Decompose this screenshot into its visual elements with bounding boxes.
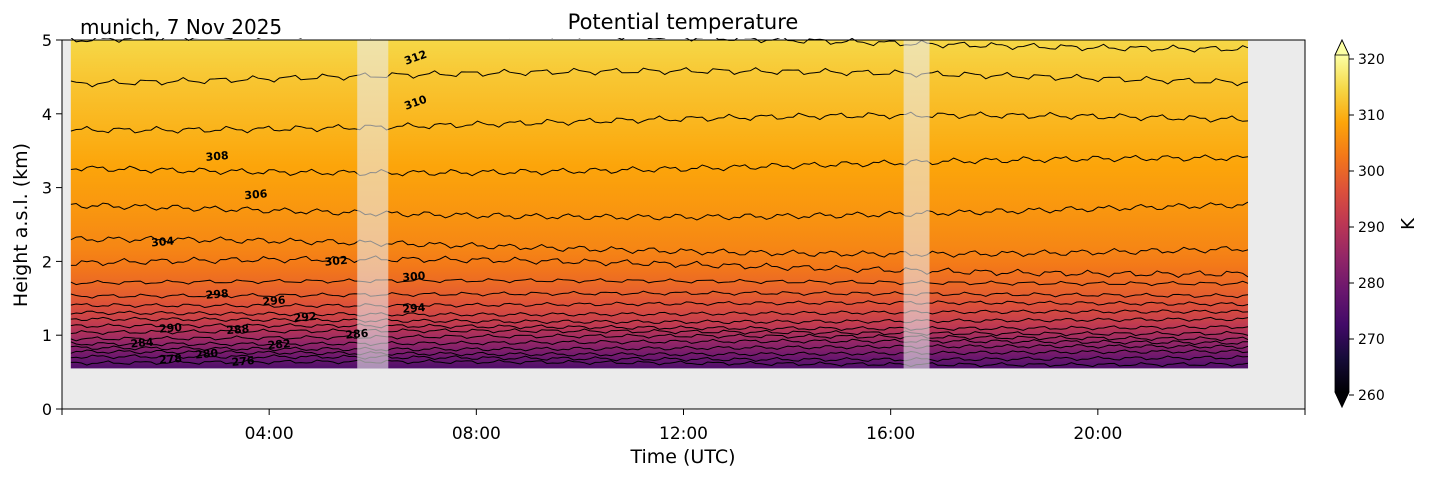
y-tick-label: 5 <box>42 31 52 50</box>
contour-label: 282 <box>267 337 291 352</box>
contour-labels: 276 278 280 282 284 286 288 290 292 294 296 298 300 3… <box>130 48 429 369</box>
contour-line <box>70 309 1249 317</box>
contour-line <box>70 328 1249 337</box>
contour-line <box>70 201 1249 221</box>
colorbar-extend-max <box>1334 39 1350 56</box>
data-gap-band <box>357 40 389 369</box>
contour-line <box>70 359 1249 368</box>
contour-line <box>70 323 1249 332</box>
chart-title: Potential temperature <box>568 10 799 34</box>
contour-label: 302 <box>324 254 348 269</box>
x-tick-label: 20:00 <box>1073 424 1122 444</box>
colorbar-tick-label: 270 <box>1358 332 1385 348</box>
y-axis-ticks: 0 1 2 3 4 5 <box>42 31 62 419</box>
colorbar-label: K <box>1398 217 1419 230</box>
y-tick-label: 1 <box>42 326 52 345</box>
contour-line <box>70 255 1249 278</box>
colorbar-tick-label: 260 <box>1358 388 1385 404</box>
potential-temperature-field <box>70 40 1249 369</box>
y-tick-label: 0 <box>42 400 52 419</box>
colorbar-extend-min <box>1334 391 1350 408</box>
contour-line <box>70 343 1249 352</box>
data-gap-band <box>903 40 930 369</box>
contour-label: 306 <box>244 187 268 202</box>
colorbar-tick-label: 300 <box>1358 164 1385 180</box>
contour-label: 308 <box>205 149 229 164</box>
contour-label: 304 <box>151 235 175 250</box>
contour-label: 276 <box>231 354 255 369</box>
contour-label: 300 <box>402 269 426 284</box>
contour-line <box>70 278 1249 287</box>
contour-line <box>70 154 1249 177</box>
colorbar: 260 270 280 290 300 310 320 K <box>1334 39 1419 408</box>
contour-line <box>70 316 1249 325</box>
x-axis-ticks: 04:00 08:00 12:00 16:00 20:00 <box>61 409 1306 444</box>
colorbar-ticks: 260 270 280 290 300 310 320 <box>1349 52 1385 404</box>
location-date-label: munich, 7 Nov 2025 <box>80 15 282 39</box>
contour-line <box>70 290 1249 299</box>
colorbar-gradient <box>1335 55 1349 392</box>
colorbar-tick-label: 280 <box>1358 276 1385 292</box>
contour-label: 292 <box>293 310 317 325</box>
contour-label: 296 <box>262 294 286 309</box>
contour-label: 286 <box>345 327 369 342</box>
contour-line <box>70 67 1249 88</box>
contour-label: 298 <box>205 287 229 302</box>
contour-line <box>70 38 1249 53</box>
y-axis-label: Height a.s.l. (km) <box>10 143 32 307</box>
y-tick-label: 3 <box>42 179 52 198</box>
contour-label: 280 <box>195 347 219 362</box>
contour-line <box>70 111 1249 134</box>
contour-label: 284 <box>130 336 154 351</box>
contour-line <box>70 333 1249 342</box>
contour-lines <box>70 38 1249 368</box>
x-tick-label: 08:00 <box>452 424 501 444</box>
contour-line <box>70 235 1249 258</box>
contour-label: 278 <box>158 352 182 367</box>
contour-line <box>70 349 1249 357</box>
contour-line <box>70 338 1248 347</box>
colorbar-tick-label: 310 <box>1358 108 1385 124</box>
contour-label: 288 <box>226 322 250 337</box>
y-tick-label: 4 <box>42 105 52 124</box>
contour-line <box>70 300 1249 309</box>
x-tick-label: 16:00 <box>866 424 915 444</box>
x-tick-label: 04:00 <box>245 424 294 444</box>
x-tick-label: 12:00 <box>659 424 708 444</box>
colorbar-outline <box>1334 39 1350 408</box>
x-axis-label: Time (UTC) <box>629 446 735 468</box>
colorbar-tick-label: 290 <box>1358 220 1385 236</box>
data-gaps <box>357 40 930 369</box>
contour-label: 294 <box>402 301 426 316</box>
contour-line <box>70 354 1249 362</box>
contour-label: 290 <box>158 321 182 336</box>
y-tick-label: 2 <box>42 252 52 271</box>
colorbar-tick-label: 320 <box>1358 52 1385 68</box>
